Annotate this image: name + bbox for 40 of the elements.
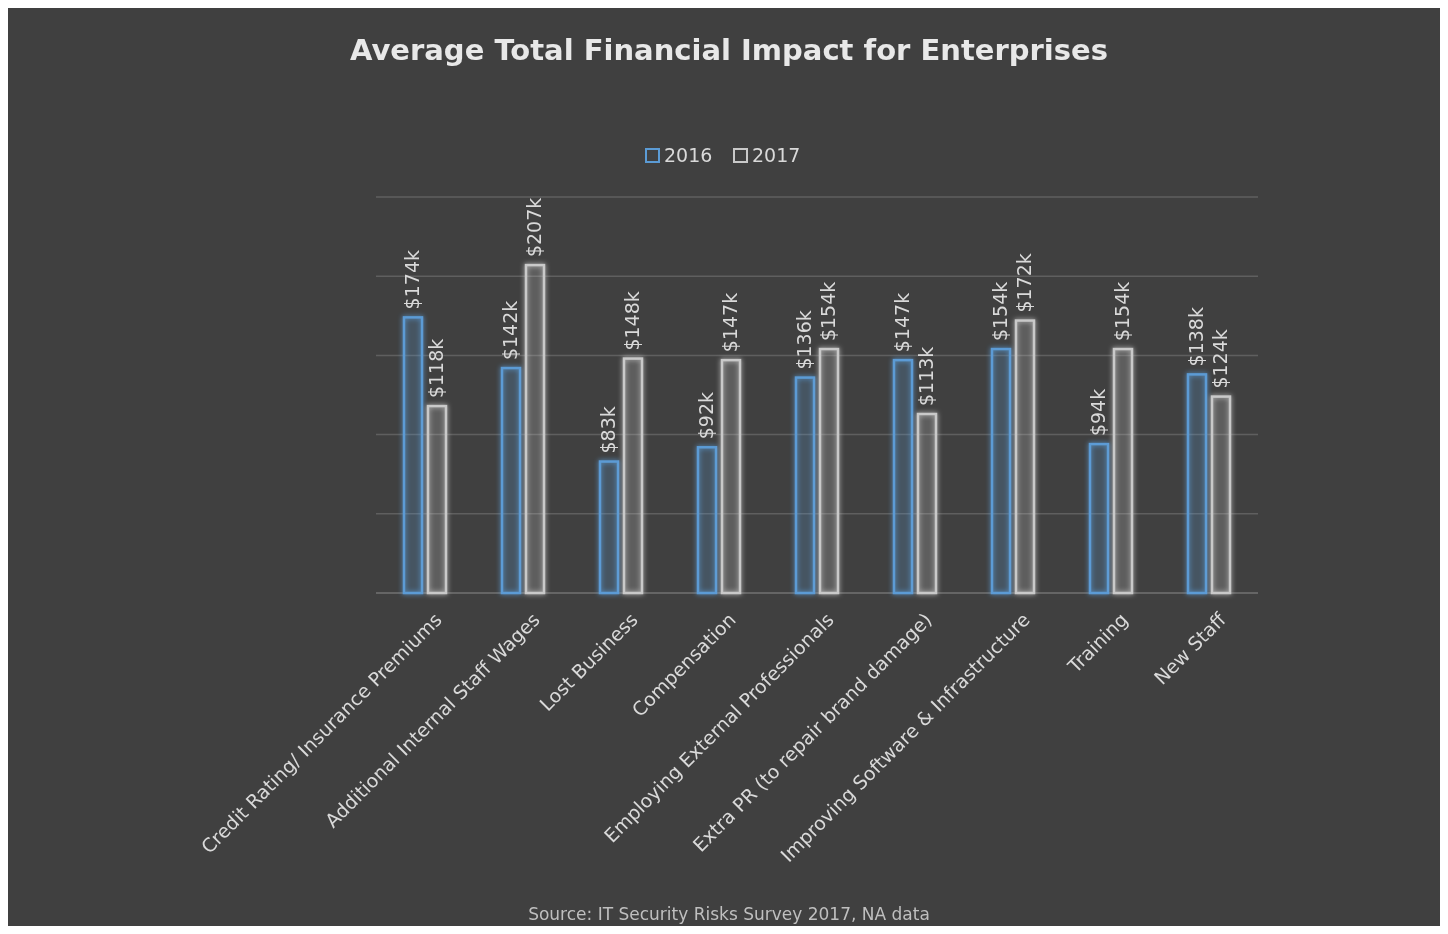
- bar: [524, 263, 546, 595]
- bar: [426, 404, 448, 595]
- bar: [1088, 442, 1110, 595]
- bar: [1014, 319, 1036, 595]
- bar: [990, 347, 1012, 595]
- data-label: $83k: [597, 406, 619, 454]
- bar: [1210, 395, 1232, 595]
- bar: [892, 358, 914, 595]
- bar: [696, 446, 718, 595]
- data-label: $154k: [989, 281, 1011, 342]
- bar: [598, 460, 620, 595]
- data-label: $172k: [1013, 253, 1035, 313]
- bar: [622, 357, 644, 595]
- data-label: $124k: [1209, 329, 1231, 389]
- data-label: $154k: [1111, 281, 1133, 342]
- data-label: $136k: [793, 310, 815, 370]
- bar: [1186, 373, 1208, 595]
- bar: [794, 376, 816, 595]
- source-note: Source: IT Security Risks Survey 2017, NA data: [528, 904, 930, 924]
- data-label: $154k: [817, 281, 839, 342]
- bar: [402, 316, 424, 595]
- data-label: $207k: [523, 197, 545, 258]
- data-label: $113k: [915, 346, 937, 407]
- bar: [916, 412, 938, 595]
- data-label: $138k: [1185, 307, 1207, 367]
- data-label: $174k: [401, 250, 423, 310]
- legend-label: 2017: [752, 144, 801, 166]
- data-label: $92k: [695, 391, 717, 440]
- bar: [818, 347, 840, 595]
- data-label: $148k: [621, 291, 643, 351]
- chart-title: Average Total Financial Impact for Enterprises: [350, 33, 1108, 67]
- data-label: $94k: [1087, 388, 1109, 437]
- bar: [500, 366, 522, 595]
- data-label: $147k: [891, 292, 913, 353]
- data-label: $118k: [425, 338, 447, 399]
- bar: [720, 358, 742, 595]
- data-label: $147k: [719, 292, 741, 353]
- bar: [1112, 347, 1134, 595]
- data-label: $142k: [499, 300, 521, 361]
- legend-label: 2016: [664, 144, 713, 166]
